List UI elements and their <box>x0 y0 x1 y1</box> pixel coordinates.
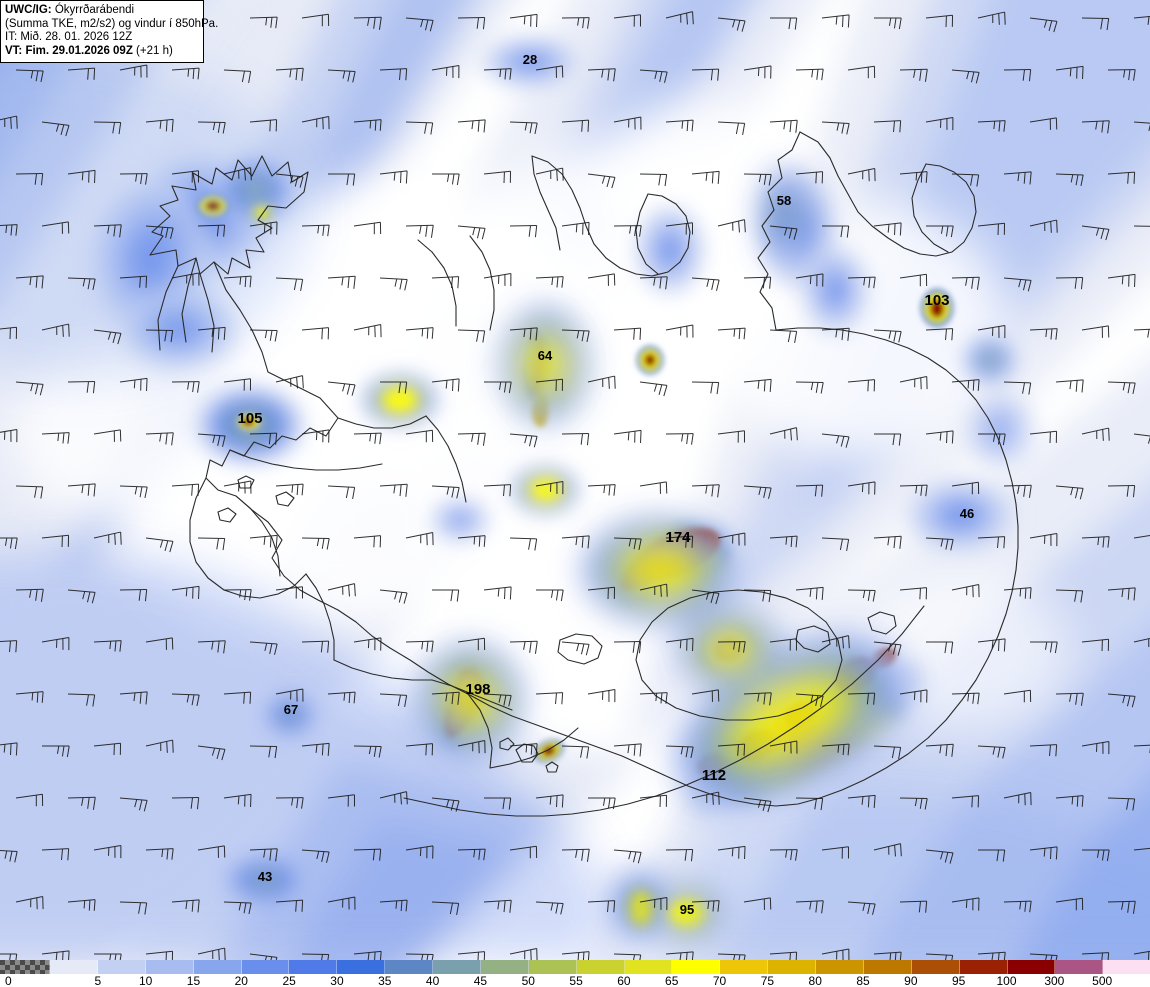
legend-swatch <box>50 960 98 974</box>
tke-max-label: 105 <box>237 410 262 427</box>
info-init-time: IT: Mið. 28. 01. 2026 12Z <box>5 31 133 44</box>
legend-tick-label: 40 <box>425 974 440 987</box>
legend-swatch <box>528 960 577 974</box>
legend-tick-label: 10 <box>138 974 153 987</box>
legend-tick-label: 95 <box>952 974 966 987</box>
legend-tick-label: 55 <box>569 974 583 987</box>
tke-max-label: 28 <box>523 52 537 67</box>
tke-max-label: 46 <box>960 506 974 521</box>
forecast-info-box: UWC/IG: Ókyrrðarábendi (Summa TKE, m2/s2… <box>0 0 219 64</box>
tke-hotspots <box>195 163 954 943</box>
legend-swatch <box>1055 960 1104 974</box>
color-scale-legend: 0 5 10 15 20 25 30 35 40 45 50 55 60 65 70 75 80 85 90 95 10… <box>0 960 1150 987</box>
legend-swatch <box>1103 960 1150 974</box>
tke-max-label: 58 <box>777 193 791 208</box>
legend-tick-label: 85 <box>856 974 870 987</box>
legend-tick-label: 80 <box>808 974 822 987</box>
legend-swatch <box>0 960 50 974</box>
legend-swatch <box>768 960 816 974</box>
tke-sea-field <box>0 45 1150 960</box>
legend-tick-label: 50 <box>521 974 535 987</box>
tke-max-label: 174 <box>665 529 691 546</box>
tke-max-label: 103 <box>924 292 949 309</box>
legend-tick-label: 100 <box>996 974 1017 987</box>
legend-tick-label: 300 <box>1044 974 1065 987</box>
legend-tick-label: 20 <box>234 974 248 987</box>
legend-swatch <box>720 960 769 974</box>
legend-swatch <box>1007 960 1056 974</box>
legend-swatch <box>911 960 960 974</box>
legend-tick-label: 35 <box>378 974 392 987</box>
legend-swatch <box>337 960 386 974</box>
info-line-4: VT: Fim. 29.01.2026 09Z (+21 h) <box>5 45 199 59</box>
legend-tick-label: 15 <box>186 974 201 987</box>
legend-swatch <box>433 960 481 974</box>
legend-tick-label: 75 <box>760 974 775 987</box>
legend-swatch <box>863 960 912 974</box>
legend-swatch <box>193 960 242 974</box>
info-line-1: UWC/IG: Ókyrrðarábendi <box>5 4 199 18</box>
legend-swatch <box>959 960 1008 974</box>
tke-max-label: 112 <box>702 767 726 784</box>
legend-swatch <box>145 960 194 974</box>
legend-swatch <box>241 960 290 974</box>
tke-max-label: 43 <box>258 869 272 884</box>
legend-swatch <box>816 960 864 974</box>
info-product-code: UWC/IG: <box>5 4 52 16</box>
info-product-name: Ókyrrðarábendi <box>51 4 135 16</box>
legend-tick-label: 70 <box>712 974 727 987</box>
legend-swatch <box>576 960 625 974</box>
legend-swatch <box>97 960 146 974</box>
legend-swatch <box>385 960 433 974</box>
info-line-2: (Summa TKE, m2/s2) og vindur í 850hPa. <box>5 17 219 30</box>
legend-tick-label: 25 <box>282 974 296 987</box>
legend-tick-label: 30 <box>330 974 344 987</box>
color-scale-ticks: 0 5 10 15 20 25 30 35 40 45 50 55 60 65 70 75 80 85 90 95 10… <box>0 974 1150 987</box>
legend-tick-label: 45 <box>473 974 488 987</box>
tke-max-label: 64 <box>538 348 553 363</box>
legend-tick-label: 60 <box>617 974 631 987</box>
legend-swatch <box>289 960 338 974</box>
tke-max-label: 198 <box>465 681 490 698</box>
info-lead-time: (+21 h) <box>132 44 173 57</box>
legend-tick-label: 5 <box>94 974 102 987</box>
color-scale-bar[interactable] <box>0 960 1150 974</box>
legend-tick-label: 65 <box>665 974 679 987</box>
legend-swatch <box>624 960 673 974</box>
tke-max-label: 95 <box>680 902 694 917</box>
map-canvas[interactable]: 28 58 103 105 64 46 174 198 67 112 43 95 <box>0 0 1150 960</box>
coastline <box>149 131 1019 817</box>
tke-max-label: 67 <box>284 702 298 717</box>
legend-tick-label: 0 <box>5 974 12 987</box>
legend-tick-label: 90 <box>904 974 918 987</box>
map-graphic: 28 58 103 105 64 46 174 198 67 112 43 95 <box>0 0 1150 960</box>
legend-swatch <box>672 960 721 974</box>
legend-swatch <box>480 960 529 974</box>
info-valid-time: VT: Fim. 29.01.2026 09Z <box>5 44 133 57</box>
legend-tick-label: 500 <box>1092 974 1113 987</box>
tke-max-labels: 28 58 103 105 64 46 174 198 67 112 43 95 <box>237 52 974 917</box>
